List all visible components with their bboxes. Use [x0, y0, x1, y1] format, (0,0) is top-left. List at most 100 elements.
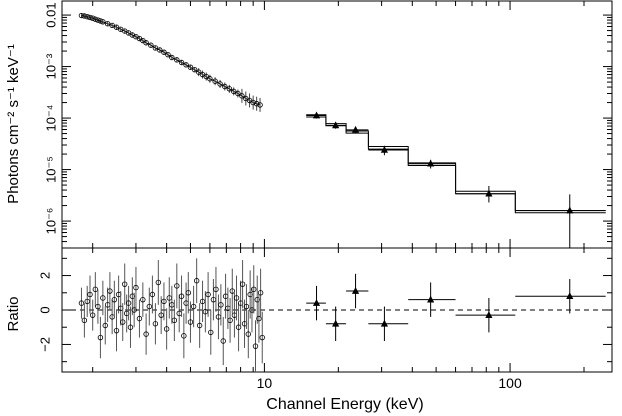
ratio-circle-point: [89, 312, 96, 318]
ratio-circle-point: [97, 334, 104, 341]
ratio-circle-point: [171, 317, 178, 324]
ratio-circle-point: [233, 295, 240, 301]
ratio-circle-point: [146, 303, 153, 310]
ratio-circle-point: [218, 302, 224, 308]
ratio-circle-point: [251, 286, 257, 293]
ratio-circle-point: [259, 334, 265, 341]
ratio-circle-point: [220, 338, 226, 344]
ratio-circle-point: [249, 307, 255, 313]
spectrum-circle-point: [78, 12, 85, 19]
ratio-circle-point: [239, 281, 246, 287]
spectrum-circle-point: [257, 102, 263, 108]
ratio-circle-point: [100, 295, 106, 301]
ratio-circle-point: [213, 286, 219, 293]
spectrum-circle-point: [212, 78, 218, 84]
spectrum-model-step-upper: [306, 114, 606, 212]
spectrum-circle-point: [191, 66, 198, 73]
spectrum-circle-point: [183, 62, 189, 68]
spectrum-triangle-point: [312, 111, 321, 119]
spectrum-circle-point: [253, 101, 260, 107]
ratio-circle-point: [133, 284, 139, 291]
ratio-circle-point: [178, 293, 185, 299]
ratio-y-tick-label: 2: [37, 272, 52, 279]
y-tick-label: 0.01: [43, 2, 58, 27]
spectrum-circle-point: [195, 69, 202, 75]
y-tick-label: 10⁻⁵: [43, 156, 58, 183]
spectrum-y-axis-label-text: Photons cm⁻² s⁻¹ keV⁻¹: [5, 44, 22, 204]
ratio-circle-point: [257, 290, 264, 296]
spectrum-circle-point: [113, 24, 120, 30]
ratio-panel: 10 100 2 0 −2: [37, 247, 613, 391]
ratio-circle-point: [122, 281, 128, 287]
spectrum-circle-point: [226, 86, 233, 92]
ratio-circle-point: [107, 288, 113, 294]
ratio-circle-point: [235, 324, 242, 330]
y-tick-label: 10⁻⁶: [43, 208, 58, 235]
ratio-circle-point: [111, 296, 118, 303]
spectrum-circle-point: [187, 64, 194, 70]
ratio-triangle-point: [566, 292, 574, 300]
ratio-circle-point: [95, 303, 101, 310]
ratio-circle-point: [113, 327, 120, 334]
spectrum-triangle-point: [427, 159, 435, 167]
ratio-triangle-point: [332, 319, 340, 327]
spectrum-circle-point: [148, 42, 154, 48]
ratio-circle-point: [136, 315, 143, 322]
spectrum-circle-point: [207, 76, 213, 82]
ratio-triangle-point: [312, 299, 321, 306]
ratio-circle-point: [193, 278, 200, 284]
ratio-circle-point: [161, 298, 167, 305]
spectrum-panel: 0.01 10⁻³ 10⁻⁴ 10⁻⁵ 10⁻⁶: [43, 0, 613, 249]
ratio-circle-point: [143, 331, 149, 337]
ratio-circle-point: [187, 319, 194, 325]
ratio-circle-point: [120, 319, 126, 325]
ratio-circle-point: [87, 291, 93, 298]
spectrum-circle-point: [109, 22, 115, 29]
ratio-circle-point: [174, 283, 180, 289]
ratio-triangle-point: [380, 319, 389, 327]
ratio-circle-point: [208, 329, 214, 336]
ratio-y-axis-label: Ratio: [5, 296, 22, 331]
spectrum-circle-point: [161, 49, 167, 55]
spectrum-circle-point: [104, 20, 111, 27]
y-tick-label: 10⁻⁴: [43, 105, 58, 132]
x-tick-label: 100: [498, 375, 522, 391]
ratio-y-axis-label-text: Ratio: [5, 296, 22, 331]
spectrum-circle-point: [239, 93, 245, 99]
ratio-circle-point: [229, 288, 235, 294]
ratio-circle-point: [181, 333, 187, 339]
spectrum-circle-point: [152, 45, 159, 51]
spectrum-circle-point: [235, 90, 241, 97]
spectrum-circle-point: [178, 59, 185, 66]
spectrum-triangle-point: [566, 206, 574, 214]
ratio-circle-point: [149, 291, 156, 298]
spectrum-circle-point: [250, 99, 256, 106]
spectrum-circle-point: [165, 52, 171, 58]
ratio-triangle-point: [485, 311, 493, 318]
ratio-circle-point: [131, 307, 137, 313]
ratio-circle-point: [127, 324, 134, 330]
spectrum-y-axis-label: Photons cm⁻² s⁻¹ keV⁻¹: [5, 44, 22, 204]
ratio-triangle-point: [427, 295, 435, 303]
spectrum-triangle-point: [485, 189, 493, 197]
ratio-circle-point: [140, 296, 146, 303]
spectrum-circle-point: [81, 13, 88, 19]
ratio-circle-point: [254, 296, 260, 303]
ratio-circle-point: [163, 326, 170, 332]
spectrum-circle-point: [157, 47, 163, 53]
x-tick-label: 10: [257, 375, 273, 391]
spectrum-triangle-point: [380, 145, 389, 153]
ratio-circle-point: [102, 322, 108, 329]
ratio-circle-point: [152, 321, 159, 327]
x-axis-label: Channel Energy (keV): [266, 396, 424, 413]
spectrum-circle-point: [143, 40, 149, 46]
ratio-circle-point: [245, 331, 252, 337]
ratio-triangle-point: [351, 287, 360, 294]
ratio-circle-point: [205, 291, 211, 298]
spectrum-circle-point: [169, 54, 175, 61]
spectrum-circle-point: [217, 81, 223, 87]
spectrum-triangle-point: [351, 125, 360, 133]
ratio-circle-point: [190, 303, 197, 310]
ratio-circle-point: [81, 317, 88, 324]
